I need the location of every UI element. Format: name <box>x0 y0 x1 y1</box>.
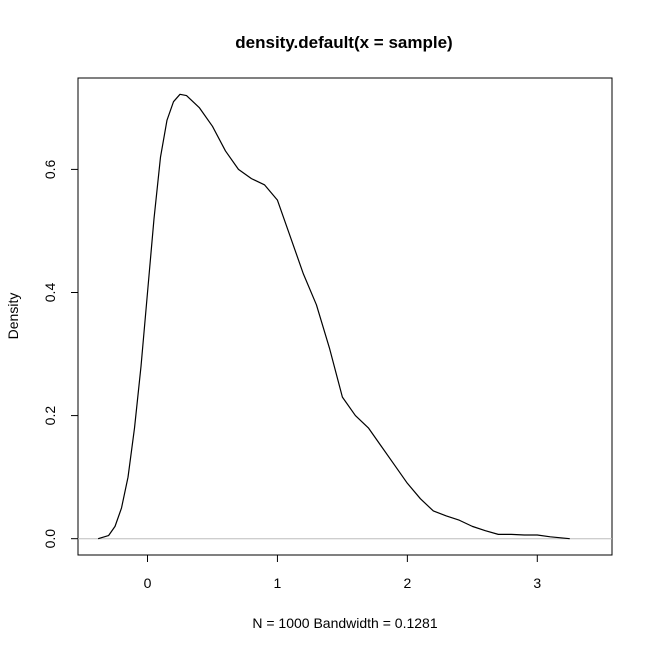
y-axis: 0.0 0.2 0.4 0.6 <box>42 159 79 549</box>
y-tick-label: 0.6 <box>42 159 58 179</box>
x-tick-label: 1 <box>274 575 282 591</box>
chart-title: density.default(x = sample) <box>235 33 452 52</box>
x-tick-label: 3 <box>533 575 541 591</box>
x-tick-label: 0 <box>144 575 152 591</box>
y-axis-label: Density <box>5 293 21 340</box>
x-axis-label: N = 1000 Bandwidth = 0.1281 <box>252 615 437 631</box>
y-tick-label: 0.0 <box>42 529 58 549</box>
y-tick-label: 0.4 <box>42 283 58 303</box>
x-tick-label: 2 <box>403 575 411 591</box>
x-axis: 0 1 2 3 <box>144 554 541 591</box>
density-curve <box>97 93 570 540</box>
y-tick-label: 0.2 <box>42 406 58 426</box>
plot-frame <box>77 77 613 556</box>
